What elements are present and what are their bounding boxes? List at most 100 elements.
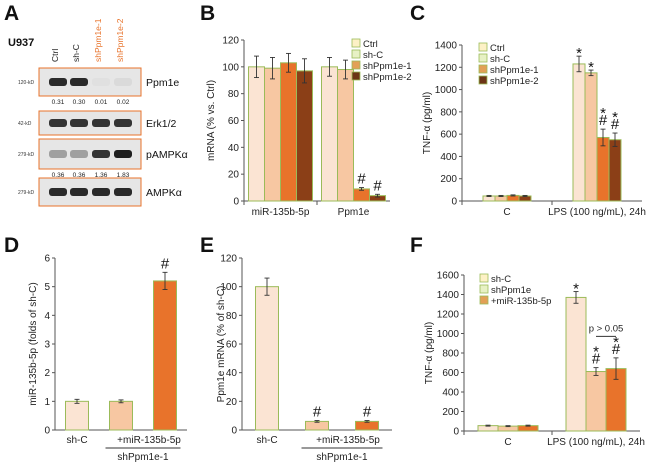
bar: [565, 296, 587, 432]
bar: [572, 63, 586, 202]
blot-band: [114, 78, 132, 86]
blot-band: [49, 78, 67, 86]
significance-mark: #: [592, 351, 601, 368]
y-tick-label: 1200: [437, 310, 460, 321]
lane-label: sh-C: [71, 44, 81, 62]
significance-mark: *: [576, 45, 582, 62]
x-tick-label: LPS (100 ng/mL), 24h: [548, 207, 646, 218]
blot-band: [49, 119, 67, 127]
significance-mark: *: [600, 105, 606, 122]
panel-a-western-blot: U937 Ctrl sh-C shPpm1e-1 shPpm1e-2 120-kD Pp…: [8, 18, 188, 207]
legend-swatch: [478, 53, 488, 63]
y-tick-label: 60: [228, 116, 240, 127]
x-tick-label: C: [503, 207, 510, 218]
lane-label: Ctrl: [50, 49, 60, 62]
blot-band: [92, 150, 110, 158]
bar: [264, 67, 281, 202]
legend-label: Ctrl: [363, 39, 378, 50]
panel-e-chart: 0 20 40 60 80 100 120 Ppm1e mRNA (% of sh-C) sh-…: [216, 254, 392, 463]
legend-swatch: [351, 71, 361, 81]
x-tick-label: sh-C: [66, 435, 87, 446]
legend-label: sh-C: [491, 274, 511, 285]
x-tick-label: LPS (100 ng/mL), 24h: [547, 437, 645, 448]
legend-label: Ctrl: [490, 43, 505, 54]
legend-swatch: [479, 284, 489, 294]
x-tick-label: C: [504, 437, 511, 448]
y-tick-label: 1400: [435, 41, 458, 52]
bar: [255, 286, 279, 431]
blot-band: [92, 78, 110, 86]
y-tick-label: 2: [44, 368, 50, 379]
bar: [248, 66, 265, 202]
lane-label: shPpm1e-1: [93, 18, 103, 62]
legend-label: shPpm1e-2: [490, 76, 539, 87]
y-tick-label: 40: [226, 368, 238, 379]
panel-b-chart: 0 20 40 60 80 100 120 mRNA (% vs. Ctrl) miR-135b…: [206, 36, 412, 219]
lane-label: shPpm1e-2: [115, 18, 125, 62]
x-tick-label: sh-C: [256, 435, 277, 446]
blot-band: [49, 150, 67, 158]
x-tick-label: miR-135b-5p: [252, 207, 310, 218]
panel-c-chart: 0 200 400 600 800 1000 1200 1400 TNF-α (pg/ml) C L…: [422, 41, 646, 219]
y-tick-label: 100: [222, 62, 239, 73]
legend-swatch: [479, 295, 489, 305]
legend-label: sh-C: [363, 50, 383, 61]
y-tick-label: 3: [44, 340, 50, 351]
blot-band: [70, 188, 88, 196]
y-tick-label: 1200: [435, 63, 458, 74]
y-tick-label: 0: [233, 197, 239, 208]
bar: [280, 62, 297, 202]
bar: [608, 139, 622, 202]
y-tick-label: 20: [228, 170, 240, 181]
group-label: shPpm1e-1: [117, 452, 169, 463]
bar: [65, 400, 89, 431]
y-tick-label: 400: [442, 388, 459, 399]
y-tick-label: 1000: [435, 85, 458, 96]
y-tick-label: 800: [442, 349, 459, 360]
blot-protein-label: AMPKα: [146, 187, 182, 199]
bar: [109, 400, 133, 431]
bar: [296, 70, 313, 202]
significance-mark: *: [573, 281, 579, 298]
blot-protein-label: Erk1/2: [146, 118, 177, 130]
blot-protein-label: Ppm1e: [146, 77, 179, 89]
y-tick-label: 1400: [437, 290, 460, 301]
y-tick-label: 0: [451, 197, 457, 208]
blot-band: [92, 119, 110, 127]
y-tick-label: 800: [440, 107, 457, 118]
panel-letter-c: C: [410, 2, 425, 25]
blot-band: [70, 150, 88, 158]
blot-kd-label: 120-kD: [18, 80, 35, 86]
bar: [584, 72, 598, 202]
x-tick-label: +miR-135b-5p: [316, 435, 380, 446]
x-tick-label: +miR-135b-5p: [117, 435, 181, 446]
y-tick-label: 1000: [437, 329, 460, 340]
bar: [353, 188, 370, 202]
blot-kd-label: 279-kD: [18, 152, 35, 158]
panel-letter-b: B: [200, 2, 215, 25]
significance-mark: *: [593, 344, 599, 361]
bar: [337, 69, 354, 202]
y-tick-label: 100: [220, 282, 237, 293]
comparison-label: p > 0.05: [589, 323, 624, 334]
x-tick-label: Ppm1e: [338, 207, 370, 218]
y-axis-label: mRNA (% vs. Ctrl): [206, 80, 217, 161]
blot-band: [92, 188, 110, 196]
cell-line-label: U937: [8, 37, 34, 49]
y-tick-label: 600: [440, 130, 457, 141]
significance-mark: *: [612, 109, 618, 126]
blot-band: [114, 150, 132, 158]
y-tick-label: 5: [44, 282, 50, 293]
significance-mark: #: [612, 341, 621, 358]
y-axis-label: miR-135b-5p (folds of sh-C): [28, 282, 39, 405]
significance-mark: *: [613, 334, 619, 351]
bar: [321, 66, 338, 202]
blot-band: [49, 188, 67, 196]
y-tick-label: 600: [442, 368, 459, 379]
blot-strips: 120-kD Ppm1e 0.31 0.30 0.01 0.02 42-kD Erk1/2 27…: [18, 67, 188, 207]
legend-swatch: [351, 60, 361, 70]
significance-mark: #: [599, 112, 608, 129]
y-tick-label: 20: [226, 397, 238, 408]
legend-label: shPpm1e: [491, 285, 531, 296]
panel-letter-a: A: [4, 2, 19, 25]
